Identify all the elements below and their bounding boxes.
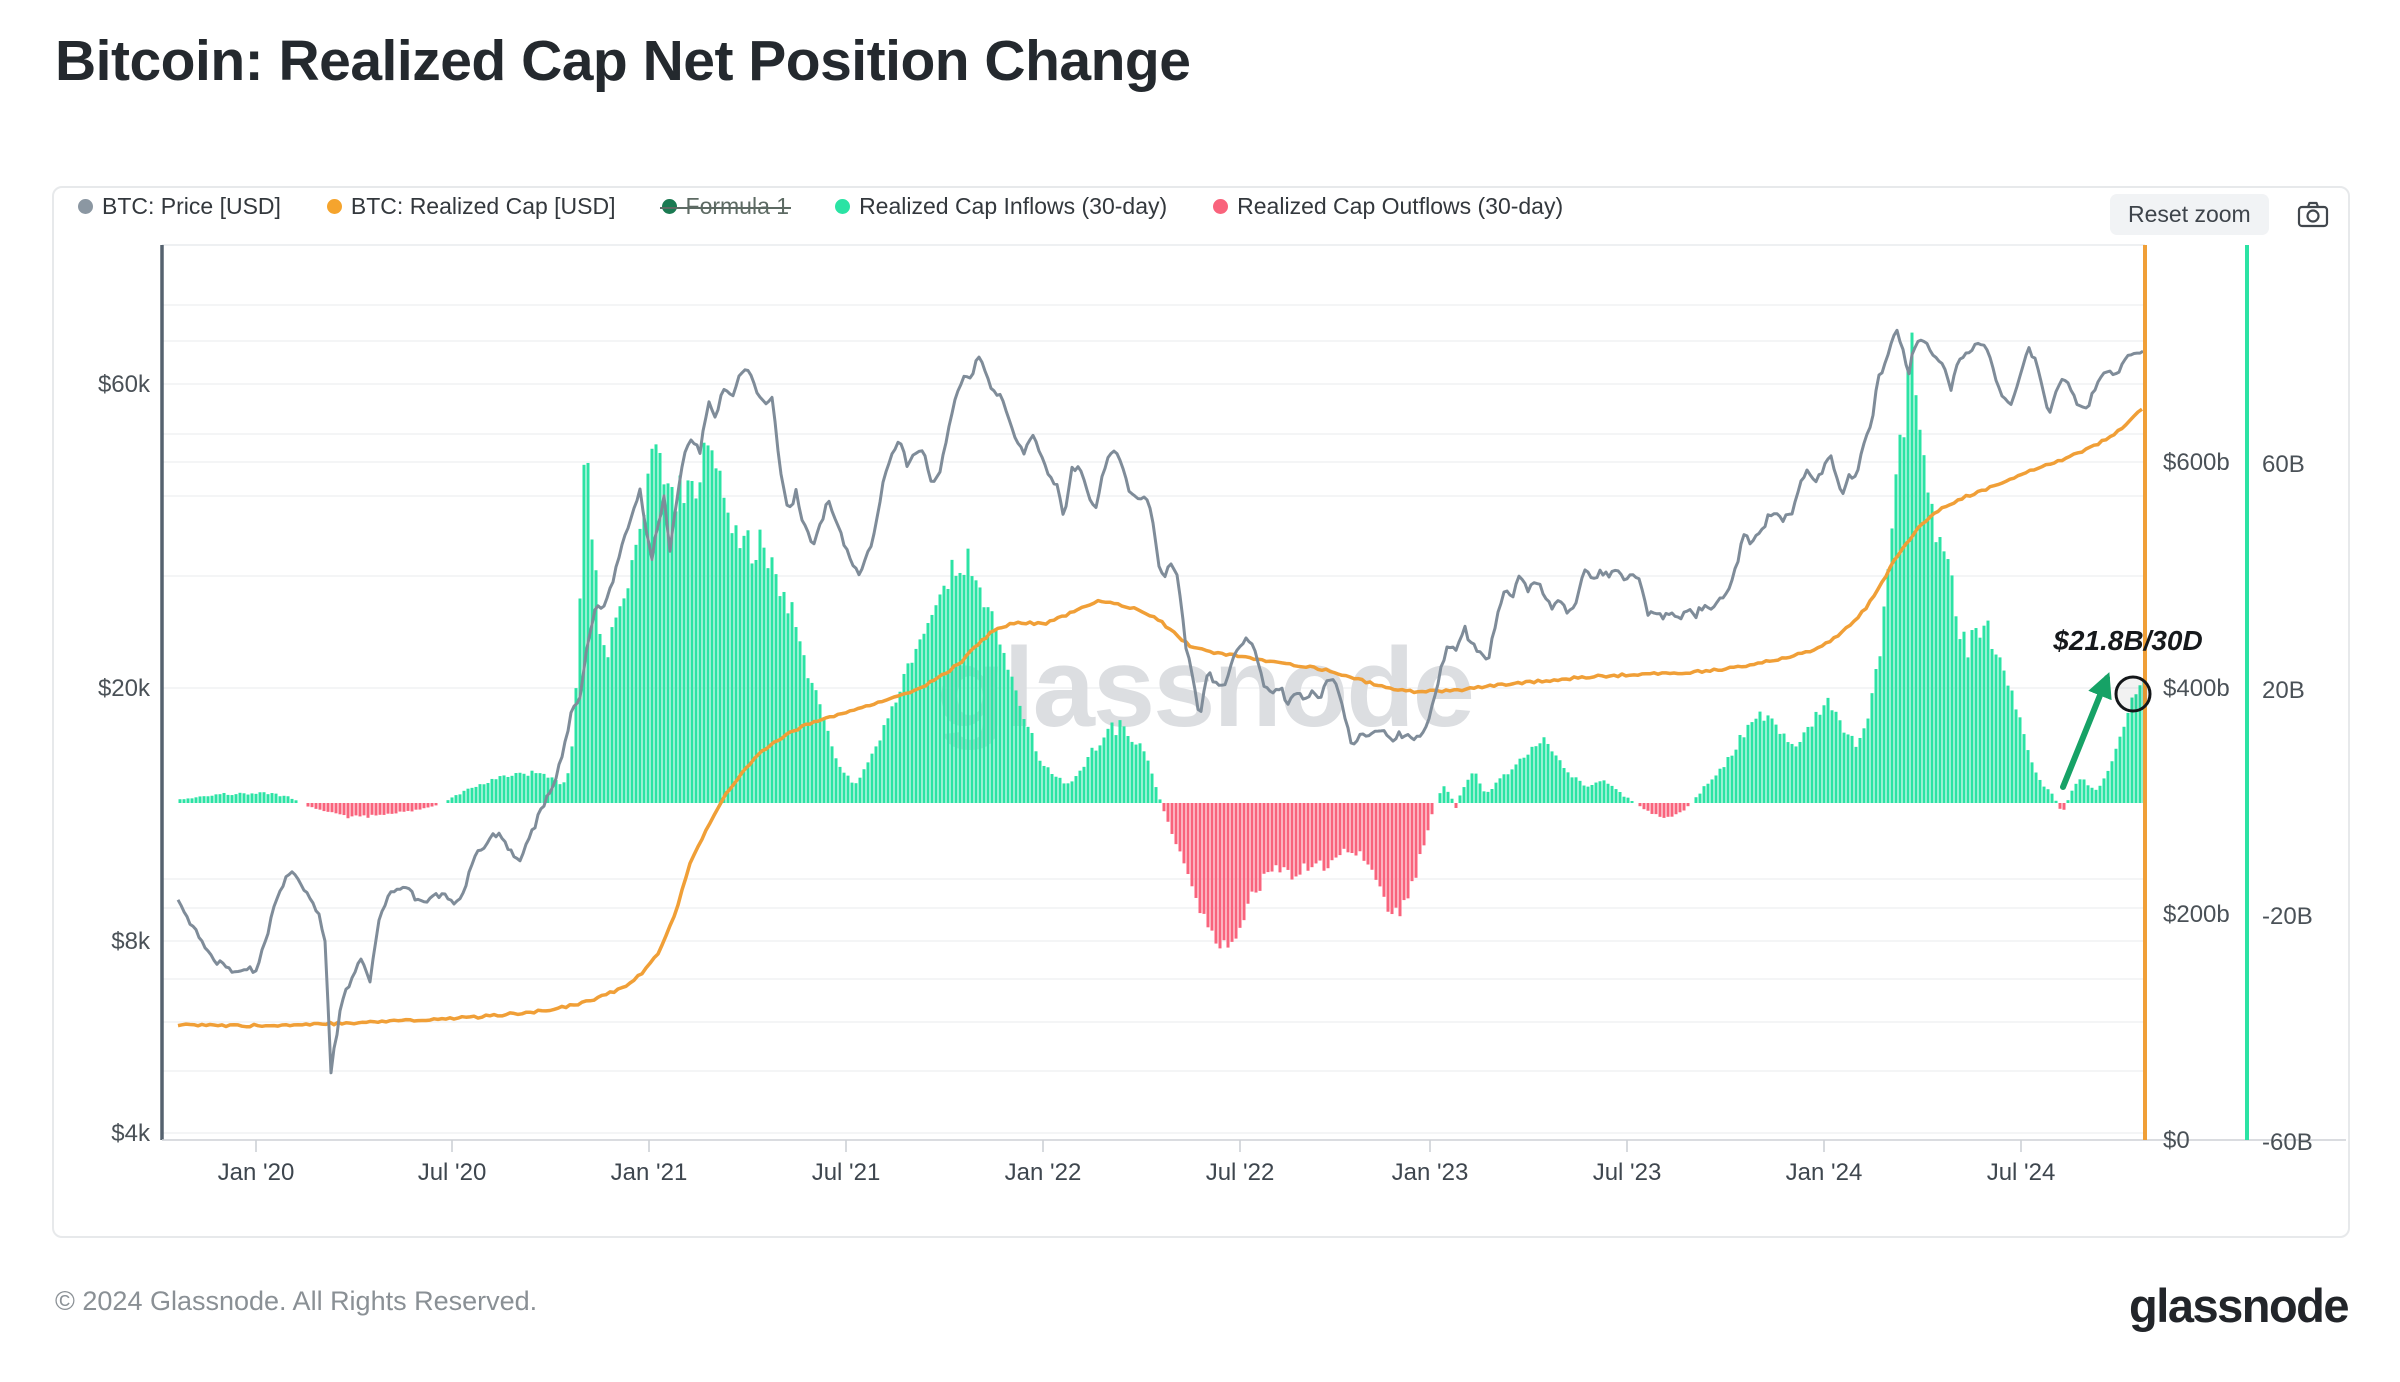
footer-copyright: © 2024 Glassnode. All Rights Reserved. — [55, 1286, 538, 1316]
legend-marker-icon — [326, 199, 342, 214]
legend-label: BTC: Realized Cap [USD] — [350, 193, 616, 219]
legend-item-2[interactable]: BTC: Realized Cap [USD] — [326, 193, 616, 220]
legend-label: Realized Cap Inflows (30-day) — [859, 193, 1168, 219]
camera-icon[interactable] — [2297, 200, 2329, 230]
legend-marker-icon — [835, 199, 851, 214]
legend-marker-icon — [661, 199, 677, 214]
page-title: Bitcoin: Realized Cap Net Position Chang… — [55, 29, 1191, 93]
chart-legend: BTC: Price [USD] BTC: Realized Cap [USD] F… — [78, 193, 1563, 220]
legend-item-4[interactable]: Realized Cap Inflows (30-day) — [835, 193, 1167, 220]
legend-label: Formula 1 — [685, 193, 790, 219]
legend-item-1[interactable]: BTC: Price [USD] — [78, 193, 281, 220]
legend-item-3[interactable]: Formula 1 — [659, 193, 791, 220]
legend-label: BTC: Price [USD] — [102, 193, 281, 219]
reset-zoom-button[interactable]: Reset zoom — [2110, 194, 2269, 235]
legend-marker-icon — [78, 199, 93, 214]
glassnode-logo: glassnode — [2129, 1279, 2349, 1332]
legend-marker-icon — [1213, 199, 1229, 214]
legend-item-5[interactable]: Realized Cap Outflows (30-day) — [1213, 193, 1563, 220]
chart-card — [52, 186, 2350, 1238]
chart-toolbar: Reset zoom — [2110, 194, 2329, 235]
legend-label: Realized Cap Outflows (30-day) — [1237, 193, 1564, 219]
